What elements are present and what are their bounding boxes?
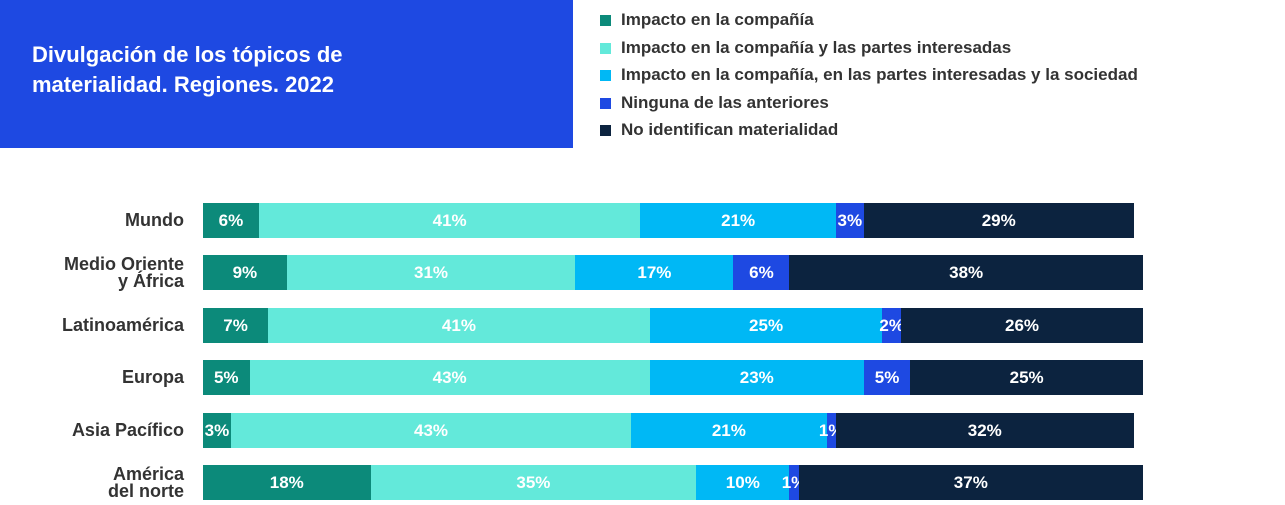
bar-segment [733,255,790,290]
bar-segment [863,202,1134,238]
bar-segment [863,360,911,395]
bar-segment [203,307,269,343]
category-label: Medio Oriente y África [63,253,184,291]
bar-segment [249,360,650,395]
legend-swatch [600,97,611,109]
bar-segment [286,255,576,290]
value-label: 29% [981,210,1016,230]
category-label: América del norte [107,463,184,501]
value-label: 6% [749,263,774,282]
value-label: 21% [711,420,746,440]
legend-swatch [600,15,611,26]
value-label: 25% [749,315,784,335]
bar-segment [835,202,864,238]
value-label: 26% [1004,315,1040,335]
value-label: 3% [837,210,863,230]
value-label: 25% [1009,368,1044,387]
legend-label: No identifican materialidad [621,120,839,139]
chart-title: Divulgación de los tópicos de materialid… [32,42,343,97]
category-label: Mundo [125,209,184,230]
value-label: 18% [269,473,304,492]
bar-segment [826,412,836,448]
value-label: 2% [879,315,904,335]
bar-segment [882,307,901,343]
bar-segment [203,360,250,395]
legend-label: Impacto en la compañía y las partes inte… [621,37,1012,57]
bar-segment [696,465,790,500]
value-label: 10% [725,473,760,492]
value-label: 41% [432,210,467,230]
value-label: 38% [949,263,984,282]
value-label: 7% [223,315,248,335]
bar-segment [835,412,1134,448]
bar-segment [910,360,1143,395]
legend-swatch [600,125,611,136]
bar-segment [203,202,259,238]
bar-segment [901,307,1143,343]
bar-segment [649,307,883,343]
legend-label: Impacto en la compañía, en las partes in… [621,65,1138,84]
category-label: Latinoamérica [61,314,184,335]
value-label: 41% [441,315,476,335]
value-label: 3% [204,420,230,440]
bar-segment [631,412,827,448]
bar-segment [640,202,836,238]
value-label: 43% [432,368,467,387]
bar-segment [798,465,1143,500]
value-label: 17% [637,263,672,282]
legend-label: Ninguna de las anteriores [621,92,829,112]
bar-segment [203,412,231,448]
bar-segment [789,255,1143,290]
value-label: 32% [967,420,1002,440]
value-label: 21% [721,210,756,230]
bar-segment [203,255,287,290]
legend-label: Impacto en la compañía [621,10,814,29]
bar-segment [575,255,734,290]
value-label: 43% [414,420,449,440]
legend-swatch [600,42,611,54]
bar-segment [230,412,632,448]
value-label: 31% [414,263,449,282]
title-box [0,0,573,148]
bar-segment [268,307,650,343]
value-label: 5% [874,368,900,387]
bar-segment [789,465,799,500]
bar-segment [649,360,864,395]
value-label: 35% [516,473,551,492]
value-label: 37% [953,473,988,492]
value-label: 5% [213,368,239,387]
bar-segment [258,202,641,238]
bar-segment [370,465,697,500]
category-label: Asia Pacífico [71,419,184,440]
value-label: 23% [739,368,774,387]
value-label: 6% [218,210,244,230]
legend-swatch [600,70,611,81]
value-label: 9% [232,263,258,282]
category-label: Europa [121,367,184,387]
bar-segment [203,465,371,500]
